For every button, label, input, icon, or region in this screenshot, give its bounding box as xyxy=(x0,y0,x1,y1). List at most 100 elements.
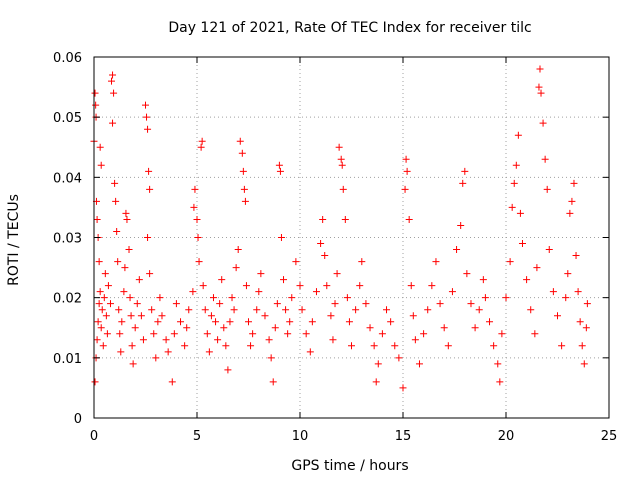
data-point xyxy=(207,312,215,320)
data-point xyxy=(331,300,339,308)
data-point xyxy=(292,258,300,266)
data-point xyxy=(123,215,131,223)
data-point xyxy=(463,270,471,278)
data-point xyxy=(267,354,275,362)
data-point xyxy=(117,348,125,356)
data-point xyxy=(578,342,586,350)
data-point xyxy=(222,342,230,350)
data-point xyxy=(471,324,479,332)
data-point xyxy=(582,324,590,332)
data-point xyxy=(111,179,119,187)
data-point xyxy=(339,185,347,193)
data-point xyxy=(91,89,99,97)
data-point xyxy=(145,167,153,175)
data-point xyxy=(276,167,284,175)
data-point xyxy=(343,294,351,302)
data-point xyxy=(583,300,591,308)
data-point xyxy=(232,264,240,272)
plot-frame xyxy=(93,56,610,419)
data-point xyxy=(156,294,164,302)
data-point xyxy=(239,167,247,175)
data-point xyxy=(277,234,285,241)
data-point xyxy=(574,288,582,296)
data-point xyxy=(391,342,399,350)
data-point xyxy=(405,215,413,223)
data-point xyxy=(378,330,386,338)
data-point xyxy=(545,246,553,254)
data-point xyxy=(164,348,172,356)
data-point xyxy=(461,167,469,175)
data-point xyxy=(146,185,154,193)
data-point xyxy=(97,161,105,169)
data-point xyxy=(144,125,152,133)
data-point xyxy=(308,318,316,326)
data-point xyxy=(224,366,232,374)
data-point xyxy=(535,83,543,91)
data-point xyxy=(265,336,273,344)
data-point xyxy=(114,258,122,266)
data-point xyxy=(95,258,103,266)
data-point xyxy=(190,203,198,211)
data-point xyxy=(338,161,346,169)
data-point xyxy=(399,384,407,392)
data-point xyxy=(554,312,561,320)
data-point xyxy=(411,336,419,344)
data-point xyxy=(199,282,207,290)
data-point xyxy=(181,342,189,350)
data-point xyxy=(253,306,261,314)
data-point xyxy=(448,288,456,296)
data-point xyxy=(284,330,292,338)
data-point xyxy=(201,306,209,314)
x-tick-label: 10 xyxy=(292,429,309,444)
data-point xyxy=(209,294,217,302)
x-tick-label: 0 xyxy=(90,429,98,444)
data-point xyxy=(352,306,360,314)
data-point xyxy=(203,330,211,338)
x-tick-label: 15 xyxy=(395,429,412,444)
data-point xyxy=(533,264,541,272)
data-point xyxy=(467,300,475,308)
data-point xyxy=(317,240,325,248)
data-point xyxy=(490,342,498,350)
y-tick-label: 0.03 xyxy=(53,232,82,247)
data-point xyxy=(428,282,436,290)
data-point xyxy=(362,300,370,308)
data-point xyxy=(245,318,252,326)
data-point xyxy=(110,89,118,97)
data-point xyxy=(402,155,410,163)
data-point xyxy=(479,276,487,284)
data-point xyxy=(133,300,141,308)
data-point xyxy=(302,330,310,338)
data-point xyxy=(298,306,306,314)
data-point xyxy=(356,282,364,290)
data-point xyxy=(183,324,191,332)
data-point xyxy=(185,306,193,314)
data-point xyxy=(261,312,269,320)
data-point xyxy=(257,270,265,278)
data-point xyxy=(100,294,108,302)
data-point xyxy=(158,312,166,320)
data-point xyxy=(177,318,185,326)
data-point xyxy=(269,378,277,386)
data-point xyxy=(510,179,518,187)
data-point xyxy=(457,221,465,229)
data-point xyxy=(121,264,129,272)
data-point xyxy=(234,246,242,254)
data-point xyxy=(409,312,417,320)
data-point xyxy=(139,336,147,344)
data-point xyxy=(516,209,524,217)
data-point xyxy=(108,77,116,85)
data-point xyxy=(93,215,101,223)
data-point xyxy=(273,300,281,308)
data-point xyxy=(541,155,549,163)
data-point xyxy=(170,330,178,338)
data-point xyxy=(198,137,206,145)
data-point xyxy=(193,215,201,223)
data-point xyxy=(531,330,539,338)
data-point xyxy=(502,294,510,302)
data-point xyxy=(97,324,105,332)
data-point xyxy=(93,336,101,344)
data-point xyxy=(576,318,584,326)
data-point xyxy=(337,155,345,163)
data-point xyxy=(154,318,162,326)
